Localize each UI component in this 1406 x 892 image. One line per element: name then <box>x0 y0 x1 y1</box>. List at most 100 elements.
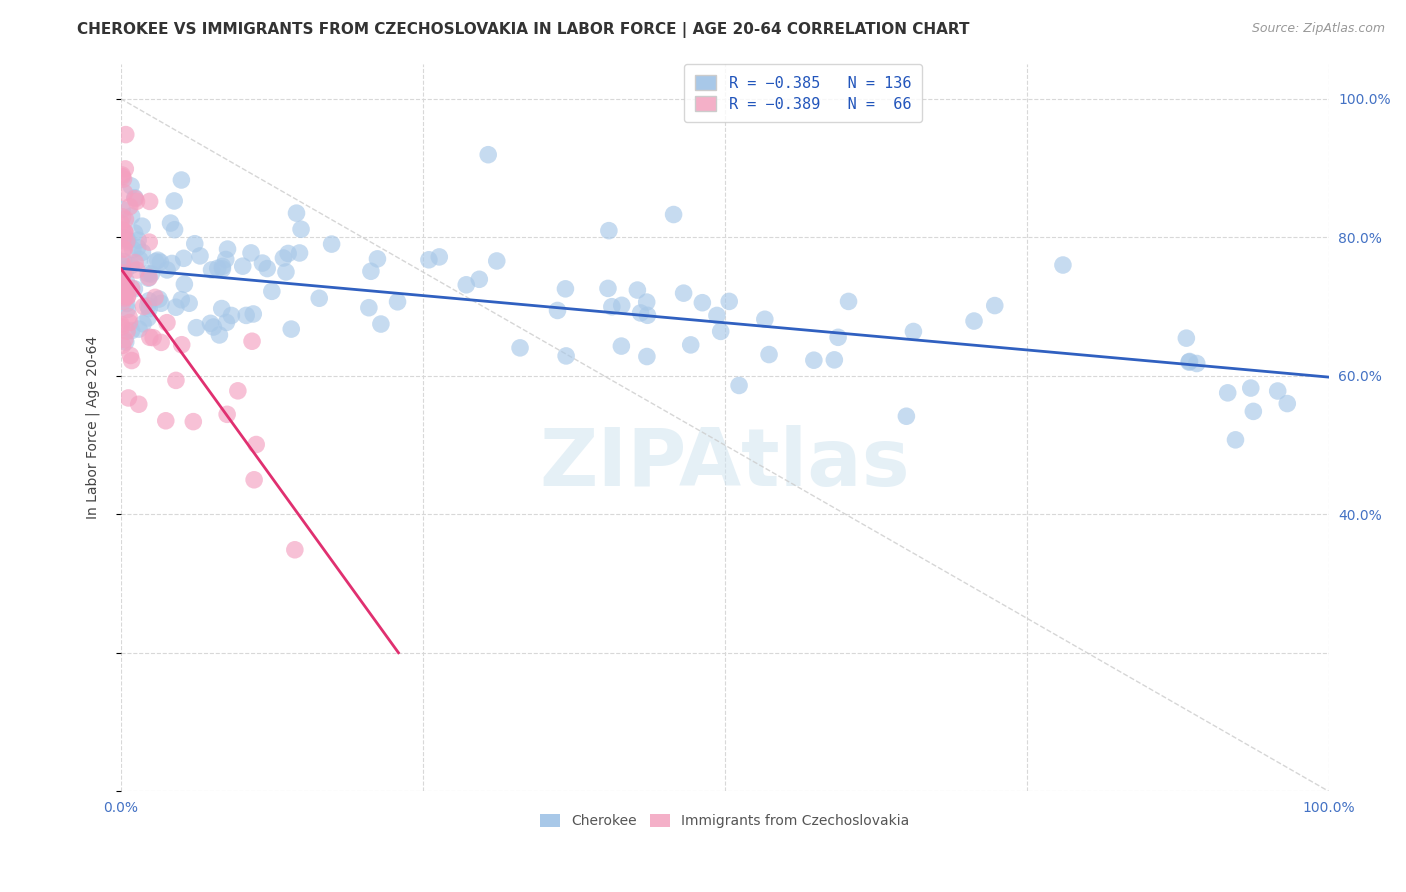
Point <box>112 254 135 268</box>
Point <box>827 330 849 344</box>
Point <box>245 437 267 451</box>
Text: ZIPAtlas: ZIPAtlas <box>540 425 910 503</box>
Point <box>146 253 169 268</box>
Point <box>112 287 135 301</box>
Point <box>823 352 845 367</box>
Point <box>200 263 222 277</box>
Point <box>273 251 295 265</box>
Point <box>112 266 135 280</box>
Point <box>1178 355 1201 369</box>
Point <box>598 224 620 238</box>
Point <box>477 147 499 161</box>
Point <box>131 219 153 234</box>
Point <box>984 299 1007 313</box>
Point <box>1267 384 1289 398</box>
Point <box>117 289 139 303</box>
Point <box>110 320 132 334</box>
Point <box>485 254 508 268</box>
Point <box>110 268 132 282</box>
Point <box>226 384 249 398</box>
Point <box>366 252 388 266</box>
Point <box>181 415 204 429</box>
Legend: Cherokee, Immigrants from Czechoslovakia: Cherokee, Immigrants from Czechoslovakia <box>533 807 917 835</box>
Point <box>117 233 139 247</box>
Y-axis label: In Labor Force | Age 20-64: In Labor Force | Age 20-64 <box>86 336 100 519</box>
Point <box>115 324 138 338</box>
Point <box>114 128 136 142</box>
Point <box>555 349 578 363</box>
Point <box>121 324 143 338</box>
Point <box>156 263 179 277</box>
Point <box>215 252 238 267</box>
Point <box>124 192 146 206</box>
Point <box>232 259 254 273</box>
Point <box>165 300 187 314</box>
Point <box>838 294 860 309</box>
Point <box>120 259 142 273</box>
Text: CHEROKEE VS IMMIGRANTS FROM CZECHOSLOVAKIA IN LABOR FORCE | AGE 20-64 CORRELATIO: CHEROKEE VS IMMIGRANTS FROM CZECHOSLOVAK… <box>77 22 970 38</box>
Point <box>242 307 264 321</box>
Point <box>672 286 695 301</box>
Point <box>118 316 141 330</box>
Point <box>636 350 658 364</box>
Point <box>758 347 780 361</box>
Point <box>211 301 233 316</box>
Point <box>427 250 450 264</box>
Point <box>240 334 263 349</box>
Point <box>284 542 307 557</box>
Point <box>136 299 159 313</box>
Point <box>120 349 142 363</box>
Point <box>357 301 380 315</box>
Point <box>285 206 308 220</box>
Point <box>1052 258 1074 272</box>
Point <box>128 322 150 336</box>
Point <box>112 231 135 245</box>
Point <box>138 293 160 308</box>
Point <box>132 317 155 331</box>
Point <box>468 272 491 286</box>
Point <box>1277 396 1299 410</box>
Point <box>111 262 134 277</box>
Point <box>610 339 633 353</box>
Point <box>636 295 658 310</box>
Point <box>138 270 160 285</box>
Point <box>637 308 659 322</box>
Point <box>111 210 134 224</box>
Point <box>509 341 531 355</box>
Point <box>118 200 141 214</box>
Point <box>145 254 167 268</box>
Point <box>110 318 132 332</box>
Point <box>114 161 136 176</box>
Point <box>111 223 134 237</box>
Point <box>150 335 173 350</box>
Point <box>124 282 146 296</box>
Point <box>610 298 633 312</box>
Point <box>136 310 159 325</box>
Point <box>163 194 186 208</box>
Point <box>150 296 173 310</box>
Point <box>138 235 160 249</box>
Point <box>117 302 139 317</box>
Point <box>596 281 619 295</box>
Point <box>173 277 195 292</box>
Point <box>252 256 274 270</box>
Point <box>256 261 278 276</box>
Point <box>112 242 135 256</box>
Point <box>165 373 187 387</box>
Point <box>114 263 136 277</box>
Point <box>139 330 162 344</box>
Point <box>138 301 160 316</box>
Point <box>124 226 146 240</box>
Point <box>115 281 138 295</box>
Point <box>718 294 741 309</box>
Point <box>288 246 311 260</box>
Point <box>235 309 257 323</box>
Point <box>120 178 142 193</box>
Point <box>547 303 569 318</box>
Point <box>128 252 150 267</box>
Point <box>131 245 153 260</box>
Point <box>148 292 170 306</box>
Point <box>321 237 343 252</box>
Point <box>128 397 150 411</box>
Point <box>202 320 225 334</box>
